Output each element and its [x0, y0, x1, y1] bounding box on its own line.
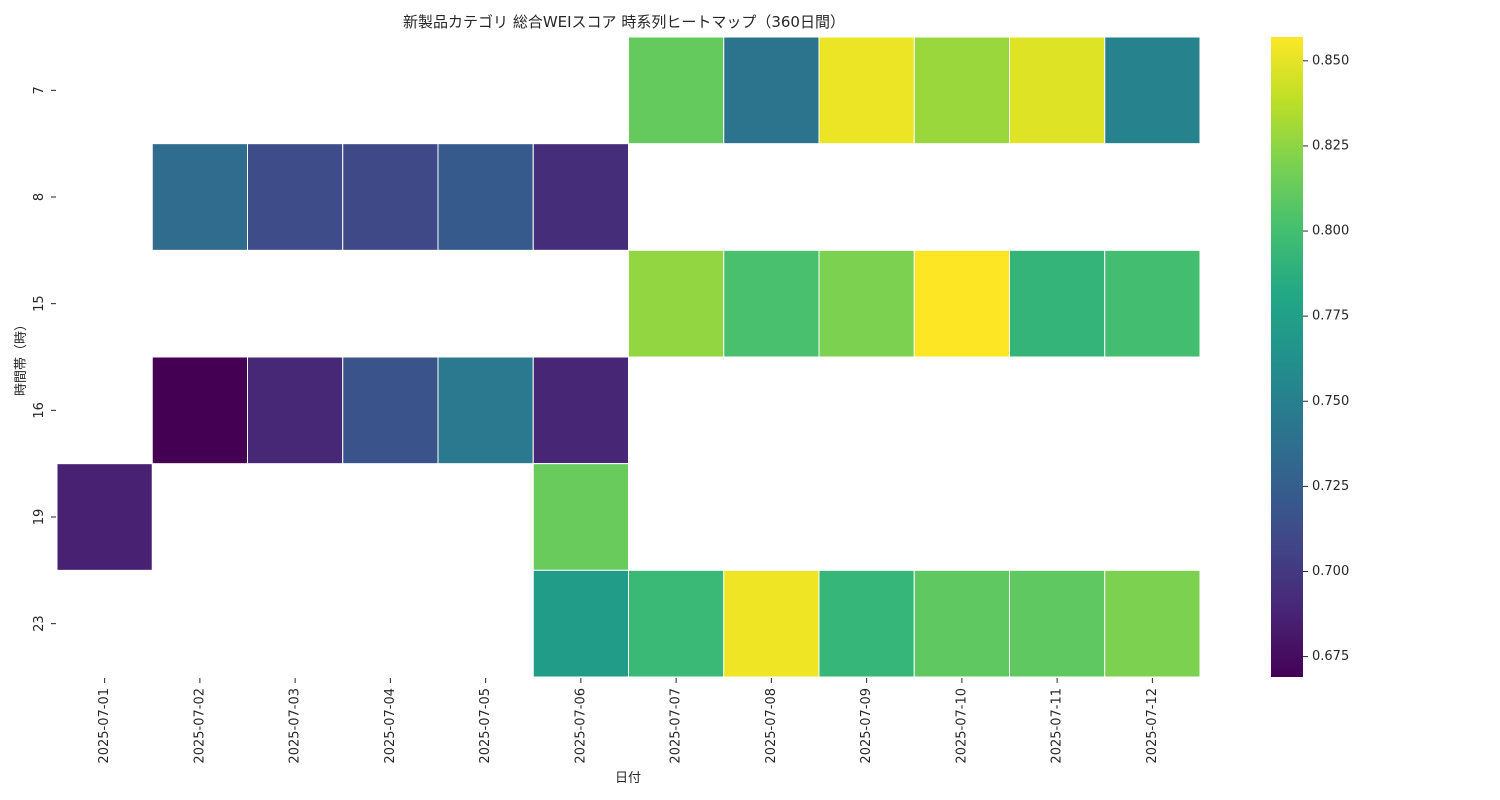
heatmap-cell [1009, 569, 1106, 678]
y-tick-label: 16 [32, 402, 47, 419]
colorbar-tick-label: 0.850 [1312, 53, 1349, 68]
heatmap-cell [151, 143, 248, 251]
heatmap-cell [247, 356, 344, 465]
y-tick-label: 7 [32, 86, 47, 94]
heatmap-cell [723, 36, 820, 145]
heatmap-cell [628, 36, 725, 145]
heatmap-cell [1009, 36, 1106, 145]
chart-title: 新製品カテゴリ 総合WEIスコア 時系列ヒートマップ（360日間） [403, 13, 845, 31]
heatmap-cell [56, 463, 153, 571]
heatmap-cell [913, 569, 1010, 678]
heatmap-cell [532, 143, 629, 251]
colorbar-ticks: 0.675 0.700 0.725 0.750 0.775 0.800 0.825 0.850 [1303, 53, 1349, 664]
y-tick-label: 15 [32, 295, 47, 312]
x-tick-label: 2025-07-03 [288, 688, 303, 764]
heatmap-cell [151, 356, 248, 465]
x-tick-label: 2025-07-02 [192, 688, 207, 764]
heatmap-cell [342, 143, 439, 251]
heatmap-cell [818, 569, 915, 678]
heatmap-cell [628, 569, 725, 678]
y-axis: 7 8 15 16 19 23 [32, 86, 56, 632]
colorbar-tick-label: 0.800 [1312, 224, 1349, 239]
x-tick-label: 2025-07-04 [383, 688, 398, 764]
y-axis-label: 時間帯（時） [14, 318, 29, 396]
y-tick-label: 8 [32, 193, 47, 201]
heatmap-cell [723, 249, 820, 358]
y-tick-label: 19 [32, 509, 47, 526]
x-tick-label: 2025-07-08 [764, 688, 779, 764]
x-axis-label: 日付 [615, 771, 641, 786]
heatmap-cell [437, 356, 534, 465]
x-tick-label: 2025-07-07 [669, 688, 684, 764]
heatmap-cell [532, 569, 629, 678]
x-tick-label: 2025-07-10 [954, 688, 969, 764]
colorbar-tick-label: 0.775 [1312, 309, 1349, 324]
heatmap-cell [342, 356, 439, 465]
x-tick-label: 2025-07-06 [573, 688, 588, 764]
colorbar-tick-label: 0.675 [1312, 649, 1349, 664]
colorbar [1271, 37, 1303, 677]
colorbar-tick-label: 0.825 [1312, 138, 1349, 153]
heatmap-cell [913, 36, 1010, 145]
colorbar-tick-label: 0.750 [1312, 394, 1349, 409]
heatmap-cell [532, 356, 629, 465]
x-tick-label: 2025-07-05 [478, 688, 493, 764]
x-tick-label: 2025-07-12 [1145, 688, 1160, 764]
heatmap-cell [818, 249, 915, 358]
heatmap-cell [723, 569, 820, 678]
x-tick-label: 2025-07-09 [859, 688, 874, 764]
y-tick-label: 23 [32, 615, 47, 632]
heatmap-cell [1009, 249, 1106, 358]
heatmap-cell [1104, 36, 1201, 145]
x-tick-label: 2025-07-11 [1050, 688, 1065, 764]
heatmap-cell [818, 36, 915, 145]
heatmap-cell [437, 143, 534, 251]
x-axis: 2025-07-01 2025-07-02 2025-07-03 2025-07-04… [97, 678, 1160, 764]
heatmap-cell [1104, 249, 1201, 358]
heatmap-cell [532, 463, 629, 571]
heatmap-cell [628, 249, 725, 358]
heatmap-cell [913, 249, 1010, 358]
colorbar-tick-label: 0.700 [1312, 564, 1349, 579]
x-tick-label: 2025-07-01 [97, 688, 112, 764]
colorbar-tick-label: 0.725 [1312, 479, 1349, 494]
heatmap-cell [1104, 569, 1201, 678]
heatmap-cells [56, 36, 1201, 678]
heatmap-cell [247, 143, 344, 251]
